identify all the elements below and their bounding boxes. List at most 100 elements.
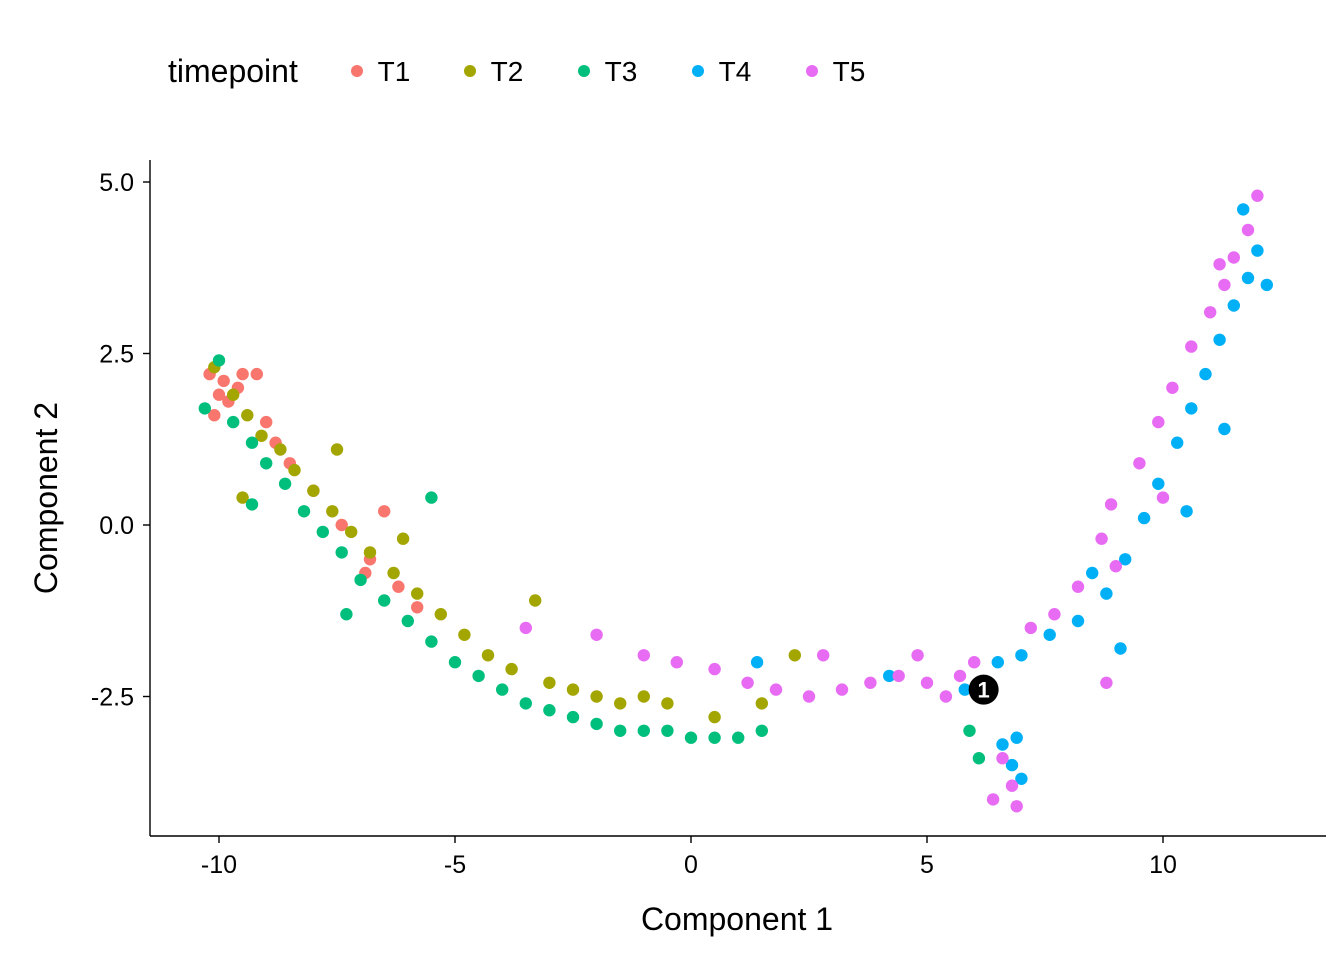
point-layer	[198, 189, 1274, 813]
point-t5	[1100, 676, 1113, 689]
x-axis-ticks: -10 -5 0 5 10	[201, 836, 1177, 879]
point-t2	[661, 697, 674, 710]
point-t1	[335, 518, 348, 532]
x-tick-label: -5	[444, 851, 466, 879]
point-t4	[996, 738, 1009, 751]
point-t3	[425, 635, 438, 648]
point-t5	[1095, 532, 1108, 545]
point-t4	[1137, 511, 1151, 525]
legend-label-t2: T2	[491, 56, 524, 87]
point-t3	[401, 614, 414, 628]
legend-swatch-t1	[351, 65, 363, 77]
legend-label-t4: T4	[719, 56, 752, 87]
point-t3	[472, 669, 485, 683]
series-t4	[750, 203, 1274, 785]
point-t3	[448, 656, 462, 669]
plot-area: 1	[198, 189, 1274, 813]
y-tick-label: 0.0	[99, 512, 134, 540]
y-axis-title: Component 2	[28, 402, 64, 594]
point-t2	[590, 690, 603, 703]
point-t2	[614, 697, 627, 710]
point-t4	[1237, 203, 1250, 216]
point-t5	[1005, 779, 1019, 792]
point-t4	[1086, 566, 1099, 580]
point-t3	[378, 594, 391, 607]
series-t2	[208, 361, 801, 724]
point-t3	[566, 710, 580, 724]
point-t5	[1227, 251, 1241, 264]
point-t1	[208, 409, 221, 422]
point-t2	[543, 676, 556, 689]
point-t3	[260, 457, 273, 470]
point-t3	[316, 525, 329, 539]
point-t3	[519, 697, 532, 710]
point-t5	[920, 676, 934, 689]
legend: timepoint T1 T2 T3 T4 T5	[168, 53, 865, 89]
point-t5	[769, 683, 783, 696]
point-t5	[911, 649, 924, 662]
point-t4	[991, 656, 1004, 669]
point-t2	[274, 443, 287, 456]
point-t4	[1180, 505, 1193, 518]
point-t2	[458, 628, 471, 641]
legend-label-t5: T5	[833, 56, 866, 87]
legend-item-t2: T2	[464, 56, 523, 87]
point-t5	[519, 621, 532, 635]
point-t5	[892, 669, 905, 683]
point-t3	[340, 608, 353, 621]
point-t5	[996, 752, 1009, 765]
point-t4	[1100, 587, 1113, 600]
point-t2	[288, 463, 301, 477]
point-t4	[1185, 402, 1198, 415]
point-t4	[750, 656, 764, 669]
point-t5	[1251, 189, 1264, 202]
point-t4	[1199, 367, 1212, 381]
point-t3	[297, 505, 311, 518]
point-t4	[883, 669, 896, 683]
point-t5	[1185, 340, 1198, 353]
point-t1	[236, 367, 249, 381]
point-t4	[1171, 436, 1184, 449]
branch-point-label: 1	[978, 678, 990, 703]
point-t4	[1241, 271, 1255, 285]
point-t2	[387, 566, 400, 580]
point-t2	[326, 505, 339, 518]
y-tick-label: 2.5	[99, 341, 134, 369]
point-t1	[250, 367, 263, 381]
point-t4	[1005, 758, 1019, 772]
point-t4	[1251, 244, 1264, 257]
legend-label-t1: T1	[378, 56, 411, 87]
point-t5	[1010, 800, 1023, 813]
point-t1	[411, 601, 424, 614]
point-t2	[434, 608, 447, 621]
point-t5	[1152, 415, 1165, 429]
series-t3	[198, 354, 986, 765]
legend-item-t4: T4	[692, 56, 751, 87]
point-t2	[505, 662, 518, 676]
y-tick-label: 5.0	[99, 169, 134, 197]
point-t5	[1109, 560, 1123, 573]
legend-item-t5: T5	[806, 56, 865, 87]
y-tick-label: -2.5	[91, 684, 134, 712]
point-t3	[614, 724, 627, 737]
point-t2	[255, 429, 268, 442]
branch-point-marker: 1	[968, 674, 999, 705]
point-t5	[590, 628, 603, 641]
point-t5	[953, 669, 967, 683]
point-t3	[278, 477, 292, 490]
point-t3	[972, 752, 986, 765]
point-t3	[335, 546, 348, 559]
point-t3	[963, 724, 976, 737]
point-t2	[755, 697, 768, 710]
point-t4	[1119, 553, 1132, 566]
point-t4	[1010, 731, 1023, 744]
point-t5	[1071, 580, 1085, 593]
series-t1	[203, 367, 424, 614]
point-t3	[245, 498, 259, 511]
point-t3	[245, 436, 259, 449]
point-t3	[425, 491, 438, 504]
x-axis-title: Component 1	[641, 901, 833, 937]
point-t2	[307, 484, 320, 497]
point-t2	[227, 388, 240, 401]
